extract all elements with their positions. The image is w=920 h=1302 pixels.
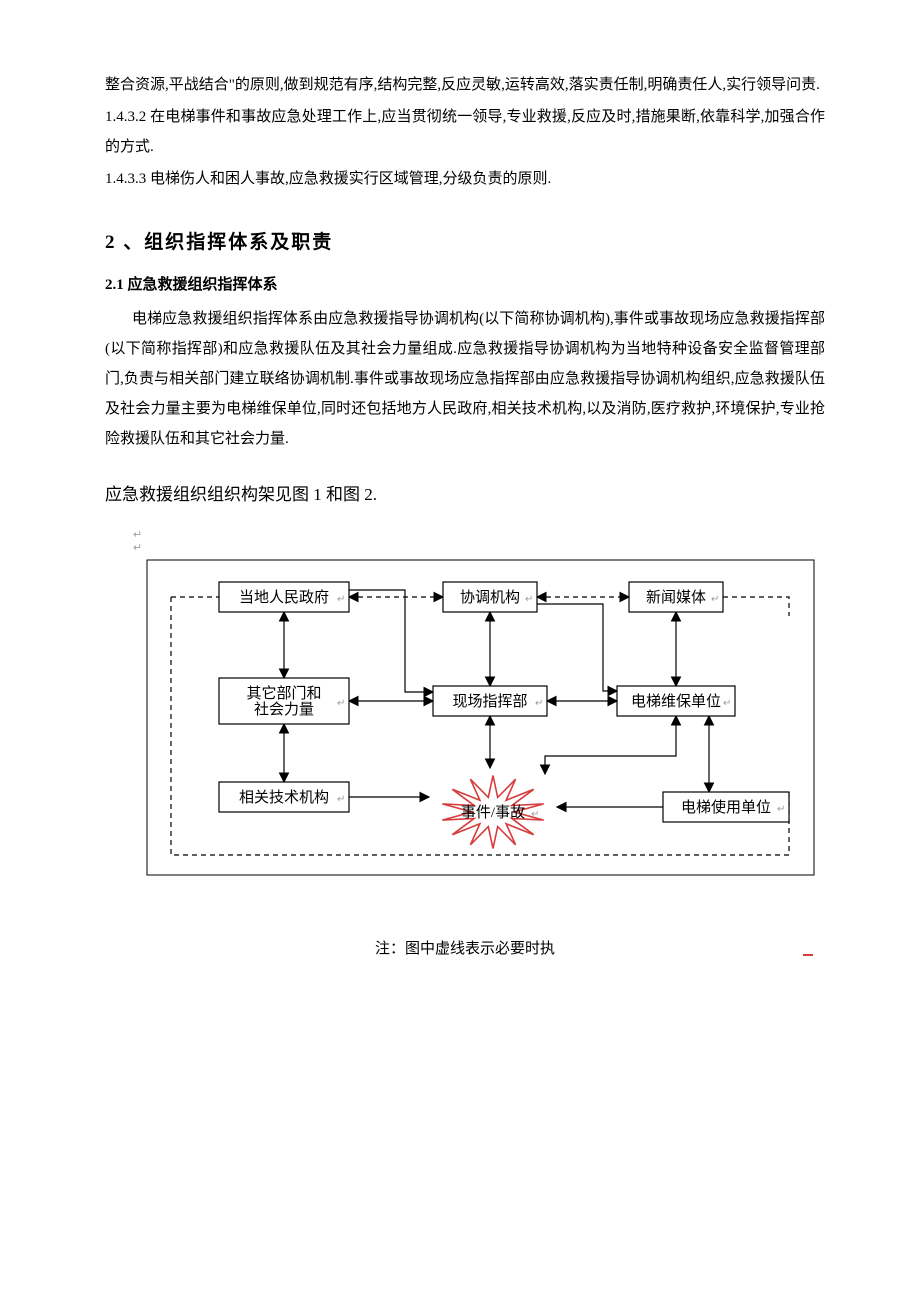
intro-p3: 1.4.3.3 电梯伤人和困人事故,应急救援实行区域管理,分级负责的原则.: [105, 164, 825, 194]
section-2-1-title: 2.1 应急救援组织指挥体系: [105, 270, 825, 300]
anchor-marker-icon: ↵: [133, 530, 825, 541]
org-flowchart-svg: 当地人民政府↵协调机构↵新闻媒体↵其它部门和社会力量↵现场指挥部↵电梯维保单位↵…: [133, 556, 828, 901]
svg-text:↵: ↵: [531, 809, 539, 820]
anchor-marker-icon: ↵: [133, 543, 825, 554]
svg-text:↵: ↵: [535, 698, 543, 709]
svg-text:当地人民政府: 当地人民政府: [239, 589, 329, 606]
red-marker-icon: [803, 954, 813, 956]
svg-text:协调机构: 协调机构: [460, 589, 520, 606]
svg-text:↵: ↵: [711, 594, 719, 605]
svg-text:↵: ↵: [337, 594, 345, 605]
svg-text:社会力量: 社会力量: [254, 701, 314, 718]
svg-text:事件/事故: 事件/事故: [461, 804, 525, 821]
svg-text:现场指挥部: 现场指挥部: [452, 693, 527, 710]
intro-p1: 整合资源,平战结合"的原则,做到规范有序,结构完整,反应灵敏,运转高效,落实责任…: [105, 70, 825, 100]
svg-text:↵: ↵: [525, 594, 533, 605]
intro-p2: 1.4.3.2 在电梯事件和事故应急处理工作上,应当贯彻统一领导,专业救援,反应…: [105, 102, 825, 162]
svg-text:相关技术机构: 相关技术机构: [239, 789, 329, 806]
section-2-heading: 2 、组织指挥体系及职责: [105, 224, 825, 262]
svg-text:↵: ↵: [777, 804, 785, 815]
svg-text:新闻媒体: 新闻媒体: [646, 589, 706, 606]
org-diagram: ↵ ↵ 当地人民政府↵协调机构↵新闻媒体↵其它部门和社会力量↵现场指挥部↵电梯维…: [133, 530, 825, 912]
figure-note: 注：图中虚线表示必要时执: [105, 934, 825, 964]
svg-text:电梯使用单位: 电梯使用单位: [681, 799, 771, 816]
svg-text:↵: ↵: [337, 698, 345, 709]
svg-text:↵: ↵: [337, 794, 345, 805]
figure-reference-line: 应急救援组织组织构架见图 1 和图 2.: [105, 478, 825, 512]
svg-text:电梯维保单位: 电梯维保单位: [631, 693, 721, 710]
section-2-1-body: 电梯应急救援组织指挥体系由应急救援指导协调机构(以下简称协调机构),事件或事故现…: [105, 304, 825, 454]
svg-text:其它部门和: 其它部门和: [246, 684, 321, 702]
svg-text:↵: ↵: [723, 698, 731, 709]
